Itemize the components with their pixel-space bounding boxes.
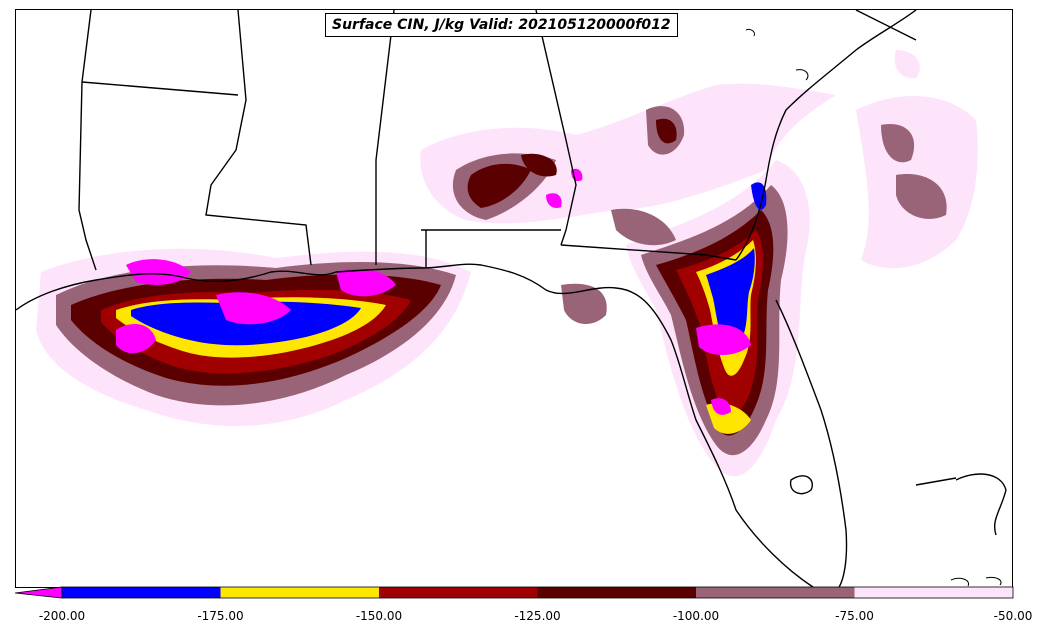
colorbar-bin [379, 587, 538, 598]
colorbar-bin [696, 587, 855, 598]
colorbar-tick-label: -175.00 [197, 609, 244, 623]
cin-map [16, 10, 1007, 587]
colorbar-bin [220, 587, 379, 598]
colorbar-tick-label: -200.00 [38, 609, 86, 623]
colorbar-bin [62, 587, 221, 598]
map-title: Surface CIN, J/kg Valid: 202105120000f01… [325, 13, 678, 37]
colorbar-tick-label: -75.00 [835, 609, 874, 623]
colorbar-bin [537, 587, 696, 598]
map-panel [15, 9, 1013, 588]
coastline-and-borders [16, 10, 1007, 587]
islands [745, 29, 1002, 587]
colorbar-tick-label: -150.00 [355, 609, 403, 623]
colorbar-tick-label: -125.00 [514, 609, 561, 623]
cin-field [36, 50, 978, 477]
colorbar-bin [854, 587, 1013, 598]
colorbar-tick-label: -100.00 [672, 609, 720, 623]
colorbar [14, 586, 1014, 599]
colorbar-tick-label: -50.00 [993, 609, 1033, 623]
colorbar-extend-triangle [14, 586, 63, 599]
